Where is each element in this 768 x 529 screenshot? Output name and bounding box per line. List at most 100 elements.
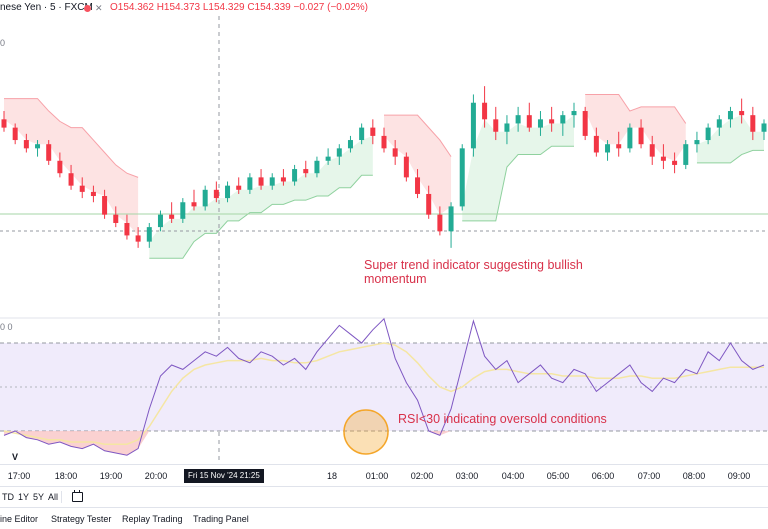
candle-body xyxy=(638,127,644,145)
candle-body xyxy=(437,214,443,232)
range-5y[interactable]: 5Y xyxy=(33,492,45,502)
candle-body xyxy=(370,127,376,136)
time-tick: 08:00 xyxy=(682,471,706,481)
time-tick: 20:00 xyxy=(144,471,168,481)
candle-body xyxy=(23,140,29,149)
candle-body xyxy=(1,119,7,128)
indicator-value: 0 xyxy=(0,38,6,48)
symbol-name[interactable]: nese Yen · 5 · FXCM xyxy=(0,2,93,13)
candle-body xyxy=(549,119,555,124)
candle-body xyxy=(79,185,85,192)
time-tick: 01:00 xyxy=(365,471,389,481)
candle-body xyxy=(493,119,499,132)
supertrend-up-line xyxy=(462,145,574,222)
candle-body xyxy=(236,185,242,190)
time-tick: 18 xyxy=(326,471,338,481)
supertrend-annotation-line2: momentum xyxy=(364,272,427,286)
time-tick: 17:00 xyxy=(7,471,31,481)
candle-body xyxy=(314,160,320,174)
candle-body xyxy=(292,169,298,182)
candle-body xyxy=(202,189,208,207)
crosshair-time-label: Fri 15 Nov '24 21:25 xyxy=(184,469,264,483)
candle-body xyxy=(705,127,711,141)
candle-body xyxy=(381,135,387,149)
range-divider xyxy=(61,491,62,503)
candle-body xyxy=(683,144,689,165)
candle-body xyxy=(672,160,678,165)
candle-body xyxy=(459,148,465,207)
supertrend-up-line xyxy=(696,149,764,164)
candle-body xyxy=(213,189,219,199)
time-tick: 06:00 xyxy=(591,471,615,481)
time-tick: 19:00 xyxy=(99,471,123,481)
candle-body xyxy=(504,123,510,132)
candle-body xyxy=(46,144,52,161)
volume-label: V xyxy=(12,452,19,462)
price-and-rsi-chart[interactable] xyxy=(0,0,768,464)
supertrend-up-band xyxy=(462,115,574,221)
tab-strategy-tester[interactable]: Strategy Tester xyxy=(51,514,112,524)
candle-body xyxy=(269,177,275,186)
time-tick: 07:00 xyxy=(637,471,661,481)
tab-trading-panel[interactable]: Trading Panel xyxy=(193,514,249,524)
tab-replay-trading[interactable]: Replay Trading xyxy=(122,514,183,524)
time-tick: 05:00 xyxy=(546,471,570,481)
supertrend-up-band xyxy=(149,135,373,259)
candle-body xyxy=(35,144,41,149)
candle-body xyxy=(727,111,733,120)
candle-body xyxy=(90,191,96,197)
candle-body xyxy=(68,173,74,186)
candle-body xyxy=(616,144,622,149)
tab-pine-editor[interactable]: ine Editor xyxy=(0,514,39,524)
candle-body xyxy=(426,193,432,215)
calendar-icon[interactable] xyxy=(72,490,83,502)
rsi-line xyxy=(3,317,765,456)
time-axis[interactable]: 17:00 18:00 19:00 20:00 18 01:00 02:00 0… xyxy=(0,464,768,487)
range-1y[interactable]: 1Y xyxy=(18,492,30,502)
candle-body xyxy=(649,144,655,157)
candle-body xyxy=(582,111,588,136)
candle-body xyxy=(280,177,286,182)
candle-body xyxy=(247,177,253,190)
candle-body xyxy=(191,202,197,207)
candle-body xyxy=(347,140,353,149)
candle-body xyxy=(537,119,543,128)
range-all[interactable]: All xyxy=(48,492,59,502)
supertrend-annotation-line1: Super trend indicator suggesting bullish xyxy=(364,258,583,272)
candle-body xyxy=(482,102,488,120)
candle-body xyxy=(593,135,599,153)
supertrend-down-line xyxy=(585,93,687,124)
supertrend-up-fill xyxy=(149,115,764,259)
candle-body xyxy=(605,144,611,153)
candle-body xyxy=(403,156,409,178)
candle-body xyxy=(258,177,264,186)
time-tick: 03:00 xyxy=(455,471,479,481)
range-ytd[interactable]: TD xyxy=(2,492,14,502)
supertrend-up-line xyxy=(149,174,373,259)
candle-body xyxy=(526,115,532,128)
market-status-dot xyxy=(84,5,91,12)
supertrend-up-band xyxy=(696,115,764,163)
candle-body xyxy=(515,115,521,124)
x-icon[interactable]: ✕ xyxy=(95,3,103,13)
rsi-legend: 0 0 xyxy=(0,322,13,332)
candle-body xyxy=(180,202,186,219)
supertrend-down-line xyxy=(384,114,452,157)
rsi-annotation: RSI<30 indicating oversold conditions xyxy=(398,412,607,426)
candle-body xyxy=(169,214,175,219)
candle-body xyxy=(716,119,722,128)
candle-body xyxy=(157,214,163,228)
candle-body xyxy=(627,127,633,149)
candle-body xyxy=(415,177,421,194)
ohlc-values: O154.362 H154.373 L154.329 C154.339 −0.0… xyxy=(110,2,368,13)
candle-body xyxy=(750,115,756,132)
candle-body xyxy=(761,123,767,132)
candle-body xyxy=(560,115,566,124)
candle-body xyxy=(135,235,141,242)
symbol-header: nese Yen · 5 · FXCM ✕ O154.362 H154.373 … xyxy=(0,0,768,16)
candle-body xyxy=(448,206,454,232)
candle-body xyxy=(660,156,666,161)
candle-body xyxy=(571,111,577,116)
time-tick: 02:00 xyxy=(410,471,434,481)
candle-body xyxy=(739,111,745,116)
